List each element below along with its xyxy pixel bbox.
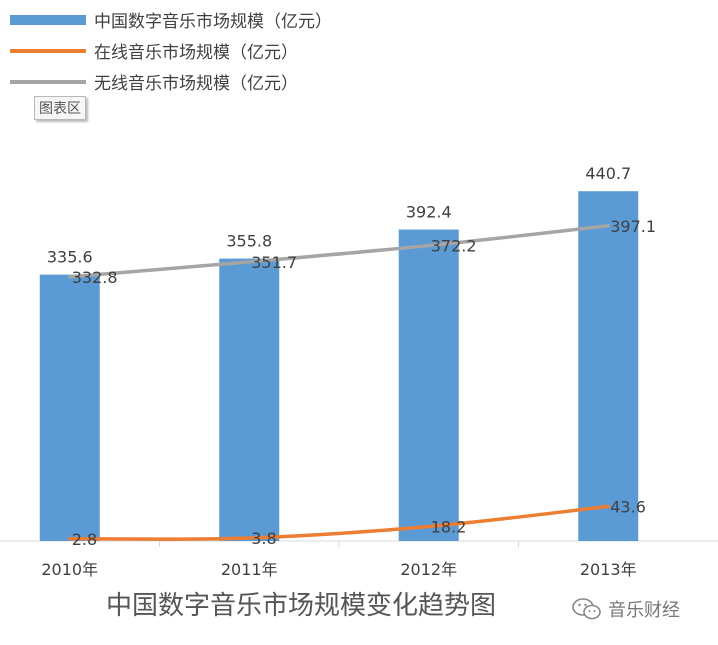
bar-data-label: 335.6 bbox=[47, 248, 93, 267]
legend-item-wireless: 无线音乐市场规模（亿元） bbox=[10, 66, 370, 97]
x-tick-label: 2012年 bbox=[400, 560, 457, 579]
line-data-label: 397.1 bbox=[610, 217, 656, 236]
bar-data-label: 440.7 bbox=[585, 164, 631, 183]
watermark: 音乐财经 bbox=[572, 596, 680, 622]
line-data-label: 2.8 bbox=[72, 530, 97, 549]
bar bbox=[219, 258, 280, 541]
bar-data-label: 355.8 bbox=[226, 232, 272, 251]
bar bbox=[578, 191, 639, 541]
x-tick-label: 2013年 bbox=[580, 560, 637, 579]
line-data-label: 3.8 bbox=[251, 529, 276, 548]
bar bbox=[398, 229, 459, 541]
legend: 中国数字音乐市场规模（亿元） 在线音乐市场规模（亿元） 无线音乐市场规模（亿元） bbox=[10, 4, 370, 97]
line-data-label: 372.2 bbox=[431, 237, 477, 256]
legend-label-wireless: 无线音乐市场规模（亿元） bbox=[94, 74, 298, 94]
series-line bbox=[68, 224, 610, 279]
line-data-label: 18.2 bbox=[431, 518, 467, 537]
chart-area-tooltip: 图表区 bbox=[34, 96, 86, 120]
legend-label-total: 中国数字音乐市场规模（亿元） bbox=[94, 12, 332, 32]
line-data-label: 43.6 bbox=[610, 497, 646, 516]
wechat-icon bbox=[572, 598, 602, 620]
legend-label-online: 在线音乐市场规模（亿元） bbox=[94, 43, 298, 63]
line-data-label: 351.7 bbox=[251, 253, 297, 272]
chart-title: 中国数字音乐市场规模变化趋势图 bbox=[106, 591, 497, 621]
x-tick-label: 2011年 bbox=[221, 560, 278, 579]
legend-swatch-online bbox=[10, 48, 86, 53]
legend-item-online: 在线音乐市场规模（亿元） bbox=[10, 35, 370, 66]
watermark-text: 音乐财经 bbox=[608, 600, 680, 621]
bar-data-label: 392.4 bbox=[406, 203, 452, 222]
bar bbox=[39, 274, 100, 541]
series-line bbox=[68, 504, 610, 541]
legend-swatch-bar bbox=[10, 14, 86, 25]
legend-item-total: 中国数字音乐市场规模（亿元） bbox=[10, 4, 370, 35]
line-data-label: 332.8 bbox=[72, 268, 118, 287]
x-tick-label: 2010年 bbox=[41, 560, 98, 579]
legend-swatch-wireless bbox=[10, 79, 86, 84]
